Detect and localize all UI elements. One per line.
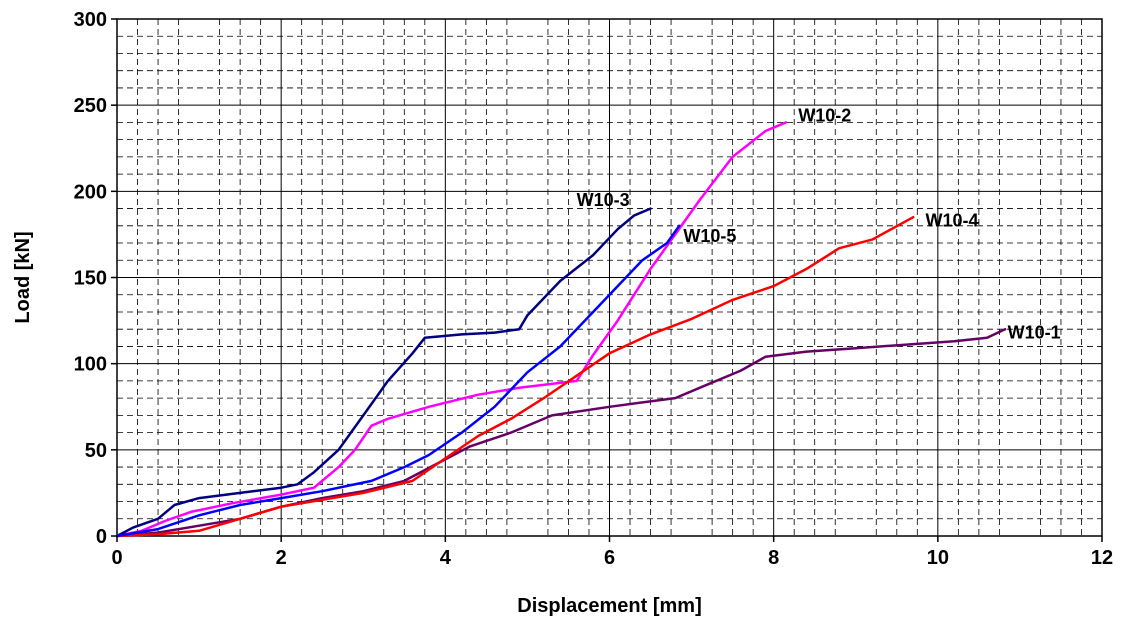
x-axis-title: Displacement [mm] — [517, 595, 702, 617]
series-label-w10-1: W10-1 — [1008, 323, 1061, 343]
y-tick-label: 250 — [74, 95, 107, 117]
series-line-w10-3 — [115, 207, 652, 538]
series-line-w10-2 — [115, 121, 788, 538]
x-tick-label: 12 — [1091, 547, 1113, 569]
x-tick-label: 0 — [111, 547, 122, 569]
y-tick-label: 100 — [74, 354, 107, 376]
series-label-w10-4: W10-4 — [926, 211, 979, 231]
x-tick-label: 2 — [276, 547, 287, 569]
series-label-w10-3: W10-3 — [577, 190, 630, 210]
series-line-w10-5 — [115, 224, 681, 538]
x-tick-label: 8 — [768, 547, 779, 569]
series-label-w10-5: W10-5 — [683, 226, 736, 246]
y-tick-label: 300 — [74, 9, 107, 31]
series-label-w10-2: W10-2 — [798, 106, 851, 126]
series-labels: W10-1 W10-2 W10-3 W10-4 W10-5 — [577, 106, 1061, 343]
y-axis-title: Load [kN] — [12, 231, 34, 323]
x-tick-label: 10 — [927, 547, 949, 569]
series-group — [115, 121, 1007, 538]
x-tick-label: 6 — [604, 547, 615, 569]
y-tick-label: 150 — [74, 268, 107, 290]
y-tick-label: 0 — [96, 526, 107, 548]
y-tick-label: 50 — [85, 440, 107, 462]
grid — [116, 18, 1103, 537]
x-tick-label: 4 — [440, 547, 452, 569]
y-tick-label: 200 — [74, 181, 107, 203]
series-line-w10-4 — [115, 215, 915, 538]
axis-ticks: 0 2 4 6 8 10 12 0 50 100 150 200 250 300 — [74, 9, 1114, 569]
